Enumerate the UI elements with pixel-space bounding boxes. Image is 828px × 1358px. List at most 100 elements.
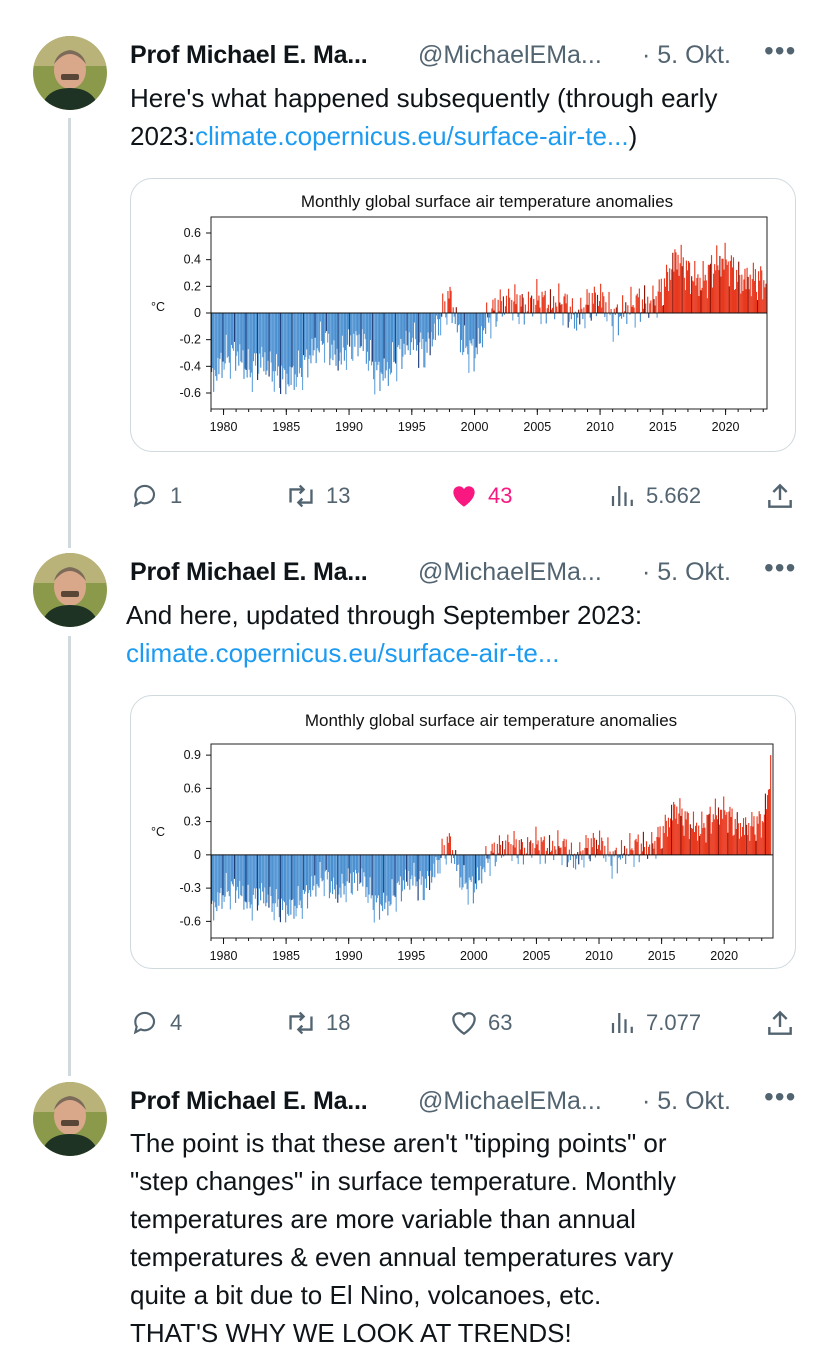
data-bar — [517, 854, 519, 865]
data-bar — [496, 313, 498, 322]
data-bar — [760, 266, 762, 313]
data-bar — [571, 298, 573, 313]
data-bar — [403, 313, 405, 344]
avatar[interactable] — [33, 553, 107, 627]
tweet-date[interactable]: · 5. Okt. — [642, 41, 731, 69]
views-button[interactable]: 7.077 — [608, 1003, 701, 1043]
data-bar — [486, 854, 488, 859]
data-bar — [408, 313, 410, 333]
author-handle[interactable]: @MichaelEMa... — [418, 558, 602, 586]
data-bar — [489, 313, 491, 318]
data-bar — [216, 313, 218, 381]
data-bar — [222, 313, 224, 362]
data-bar — [227, 854, 229, 891]
data-bar — [224, 854, 226, 897]
chart-image[interactable]: Monthly global surface air temperature a… — [130, 178, 796, 452]
tweet-date[interactable]: · 5. Okt. — [642, 558, 731, 586]
data-bar — [734, 819, 736, 855]
data-bar — [498, 835, 501, 855]
tweet[interactable]: Prof Michael E. Ma... @MichaelEMa... · 5… — [0, 35, 828, 536]
data-bar — [394, 313, 396, 362]
more-icon[interactable]: ••• — [764, 35, 797, 66]
data-bar — [588, 854, 590, 859]
data-bar — [548, 311, 550, 313]
data-bar — [299, 854, 301, 901]
author-handle[interactable]: @MichaelEMa... — [418, 41, 602, 69]
data-bar — [226, 854, 228, 893]
data-bar — [469, 313, 471, 341]
avatar[interactable] — [33, 36, 107, 110]
data-bar — [494, 854, 496, 867]
like-button[interactable]: 43 — [448, 476, 512, 516]
tweet-link[interactable]: climate.copernicus.eu/surface-air-te... — [126, 638, 560, 668]
more-icon[interactable]: ••• — [764, 1081, 797, 1112]
data-bar — [460, 854, 462, 878]
data-bar — [373, 854, 375, 923]
share-button[interactable] — [764, 476, 804, 516]
data-bar — [370, 854, 372, 899]
data-bar — [418, 313, 420, 368]
tweet[interactable]: Prof Michael E. Ma... @MichaelEMa... · 5… — [0, 1081, 828, 1358]
reply-button[interactable]: 1 — [130, 476, 182, 516]
data-bar — [701, 811, 703, 855]
y-axis-label: °C — [151, 300, 165, 314]
data-bar — [308, 854, 310, 894]
data-bar — [276, 854, 278, 907]
y-tick-label: 0.9 — [184, 748, 201, 762]
data-bar — [604, 313, 606, 318]
data-bar — [576, 313, 578, 331]
data-bar — [657, 291, 659, 313]
retweet-button[interactable]: 13 — [284, 476, 350, 516]
like-button[interactable]: 63 — [448, 1003, 512, 1043]
share-button[interactable] — [764, 1003, 804, 1043]
data-bar — [483, 854, 485, 868]
tweet-date[interactable]: · 5. Okt. — [642, 1087, 731, 1115]
avatar[interactable] — [33, 1082, 107, 1156]
data-bar — [699, 277, 701, 313]
tweet-link[interactable]: climate.copernicus.eu/surface-air-te... — [195, 121, 629, 151]
data-bar — [688, 262, 691, 313]
data-bar — [697, 840, 699, 855]
data-bar — [641, 299, 644, 313]
data-bar — [769, 788, 771, 855]
data-bar — [311, 313, 313, 339]
data-bar — [470, 313, 472, 344]
data-bar — [468, 313, 470, 373]
reply-button[interactable]: 4 — [130, 1003, 182, 1043]
y-tick-label: -0.6 — [179, 914, 201, 928]
data-bar — [721, 809, 723, 855]
data-bar — [490, 313, 492, 339]
data-bar — [388, 313, 390, 369]
views-button[interactable]: 5.662 — [608, 476, 701, 516]
author-name[interactable]: Prof Michael E. Ma... — [130, 41, 368, 69]
data-bar — [305, 854, 308, 886]
data-bar — [739, 822, 741, 855]
author-handle[interactable]: @MichaelEMa... — [418, 1087, 602, 1115]
data-bar — [669, 818, 672, 855]
data-bar — [762, 299, 764, 313]
data-bar — [322, 313, 325, 344]
y-tick-label: 0.2 — [184, 279, 201, 293]
author-name[interactable]: Prof Michael E. Ma... — [130, 558, 368, 586]
data-bar — [765, 283, 767, 313]
data-bar — [378, 854, 381, 920]
data-bar — [708, 265, 710, 313]
data-bar — [223, 313, 225, 370]
data-bar — [653, 848, 655, 855]
tweet-text-content: Here's what happened subsequently (throu… — [130, 83, 718, 151]
data-bar — [523, 847, 526, 855]
data-bar — [694, 825, 697, 855]
data-bar — [647, 854, 649, 859]
data-bar — [495, 313, 497, 327]
reply-count: 4 — [170, 1010, 183, 1035]
author-name[interactable]: Prof Michael E. Ma... — [130, 1087, 368, 1115]
tweet[interactable]: Prof Michael E. Ma... @MichaelEMa... · 5… — [0, 552, 828, 1053]
data-bar — [584, 313, 586, 329]
data-bar — [452, 854, 455, 858]
more-icon[interactable]: ••• — [764, 552, 797, 583]
retweet-button[interactable]: 18 — [284, 1003, 350, 1043]
data-bar — [530, 297, 532, 313]
data-bar — [258, 313, 260, 374]
data-bar — [388, 854, 390, 902]
chart-image[interactable]: Monthly global surface air temperature a… — [130, 695, 796, 969]
